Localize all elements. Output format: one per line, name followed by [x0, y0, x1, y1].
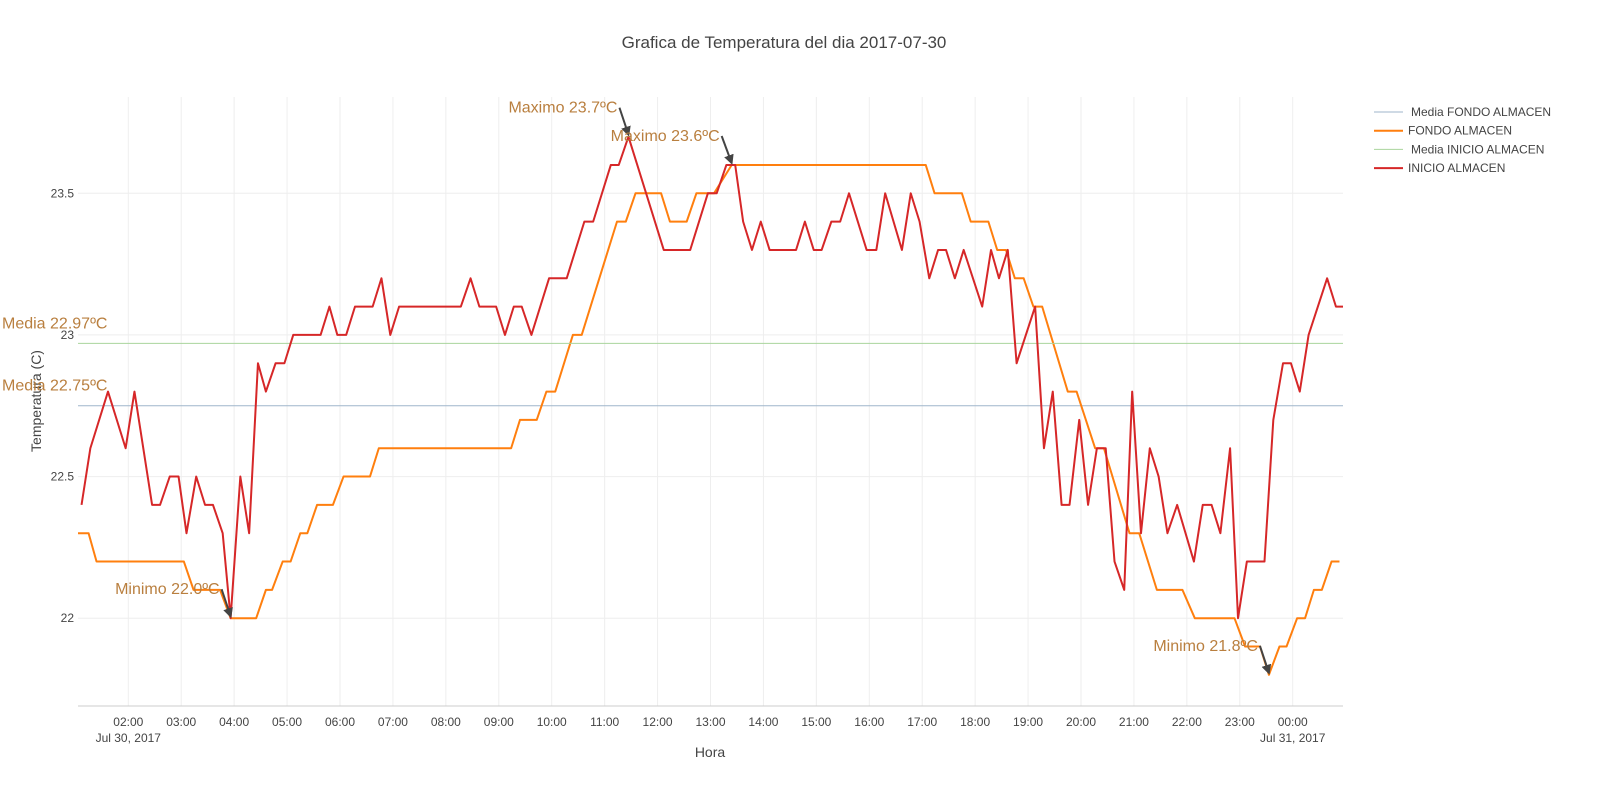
x-tick-label: 14:00 [748, 715, 778, 729]
annotation-arrow [1258, 645, 1272, 675]
x-tick-label: 09:00 [484, 715, 514, 729]
legend-label: Media INICIO ALMACEN [1411, 142, 1544, 156]
grid [78, 97, 1343, 706]
x-tick-label: 23:00 [1225, 715, 1255, 729]
x-tick-label: 08:00 [431, 715, 461, 729]
series-line [80, 135, 1343, 620]
x-tick-label: 16:00 [854, 715, 884, 729]
annotation-arrow [720, 135, 734, 165]
x-tick-label: 11:00 [590, 715, 619, 729]
annotation-text: Maximo 23.7ºC [508, 100, 617, 117]
series-line [78, 163, 1340, 676]
y-tick-label: 23 [61, 328, 75, 342]
annotation-text: Media 22.75ºC [2, 378, 107, 395]
legend-label: FONDO ALMACEN [1408, 124, 1512, 138]
x-tick-label: 22:00 [1172, 715, 1202, 729]
y-axis-title: Temperatura (C) [28, 350, 44, 452]
x-tick-label: 13:00 [695, 715, 725, 729]
annotation-text: Minimo 21.8ºC [1153, 638, 1258, 655]
x-tick-label: 03:00 [166, 715, 196, 729]
x-tick-label: 12:00 [643, 715, 673, 729]
x-tick-label: 00:00 [1278, 715, 1308, 729]
x-tick-label: 07:00 [378, 715, 408, 729]
y-tick-label: 22 [61, 611, 75, 625]
legend-label: Media FONDO ALMACEN [1411, 105, 1551, 119]
annotation-arrow [220, 588, 233, 619]
x-tick-label: 20:00 [1066, 715, 1096, 729]
annotation-text: Minimo 22.0ºC [115, 581, 220, 598]
x-tick-label: 05:00 [272, 715, 302, 729]
x-tick-label: 10:00 [537, 715, 567, 729]
legend-label: INICIO ALMACEN [1408, 161, 1505, 175]
x-tick-label: 17:00 [907, 715, 937, 729]
chart-title: Grafica de Temperatura del dia 2017-07-3… [622, 33, 947, 52]
x-tick-label: 19:00 [1013, 715, 1043, 729]
x-tick-label: 04:00 [219, 715, 249, 729]
x-tick-label: 06:00 [325, 715, 355, 729]
x-tick-label: 15:00 [801, 715, 831, 729]
annotation-text: Media 22.97ºC [2, 315, 107, 332]
x-tick-label: 02:00 [113, 715, 143, 729]
x-tick-label: 21:00 [1119, 715, 1149, 729]
annotation-arrow [618, 107, 631, 137]
x-tick-sublabel: Jul 30, 2017 [96, 731, 162, 745]
annotation-text: Maximo 23.6ºC [611, 128, 720, 145]
x-tick-sublabel: Jul 31, 2017 [1260, 731, 1326, 745]
x-tick-label: 18:00 [960, 715, 990, 729]
y-tick-label: 23.5 [51, 186, 75, 200]
x-axis-title: Hora [695, 744, 726, 760]
y-tick-label: 22.5 [51, 470, 75, 484]
